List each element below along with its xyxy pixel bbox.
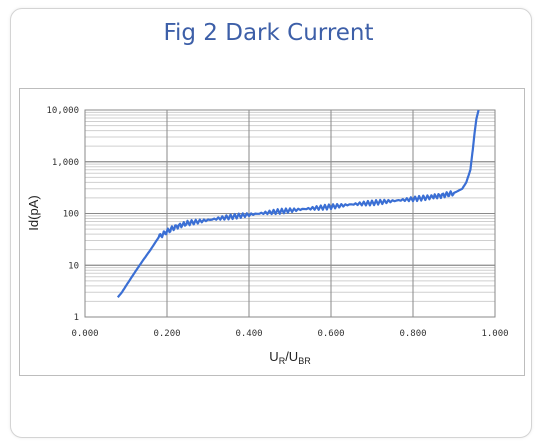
x-tick-label: 1.000	[481, 329, 508, 339]
x-tick-label: 0.400	[235, 329, 262, 339]
x-axis-label-subscript-r: R	[279, 356, 286, 366]
y-tick-labels: 1 10 100 1,000 10,000	[46, 106, 79, 323]
plot-area-border	[84, 109, 496, 318]
y-tick-label: 10	[68, 261, 79, 271]
x-tick-label: 0.800	[399, 329, 426, 339]
x-tick-label: 0.200	[153, 329, 180, 339]
x-tick-label: 0.000	[71, 329, 98, 339]
y-tick-label: 1	[74, 313, 79, 323]
y-axis-label: Id(pA)	[26, 195, 41, 230]
y-tick-label: 100	[63, 210, 79, 220]
figure-title: Fig 2 Dark Current	[163, 20, 374, 46]
x-tick-label: 0.600	[317, 329, 344, 339]
y-tick-label: 10,000	[46, 106, 79, 116]
x-tick-labels: 0.000 0.200 0.400 0.600 0.800 1.000	[71, 329, 508, 339]
y-tick-label: 1,000	[52, 158, 79, 168]
x-axis-label: UR/UBR	[269, 349, 311, 366]
chart-frame	[19, 88, 525, 376]
series-line-dark-current	[116, 109, 480, 298]
grid-lines	[84, 109, 496, 318]
x-axis-label-subscript-br: BR	[298, 356, 311, 366]
